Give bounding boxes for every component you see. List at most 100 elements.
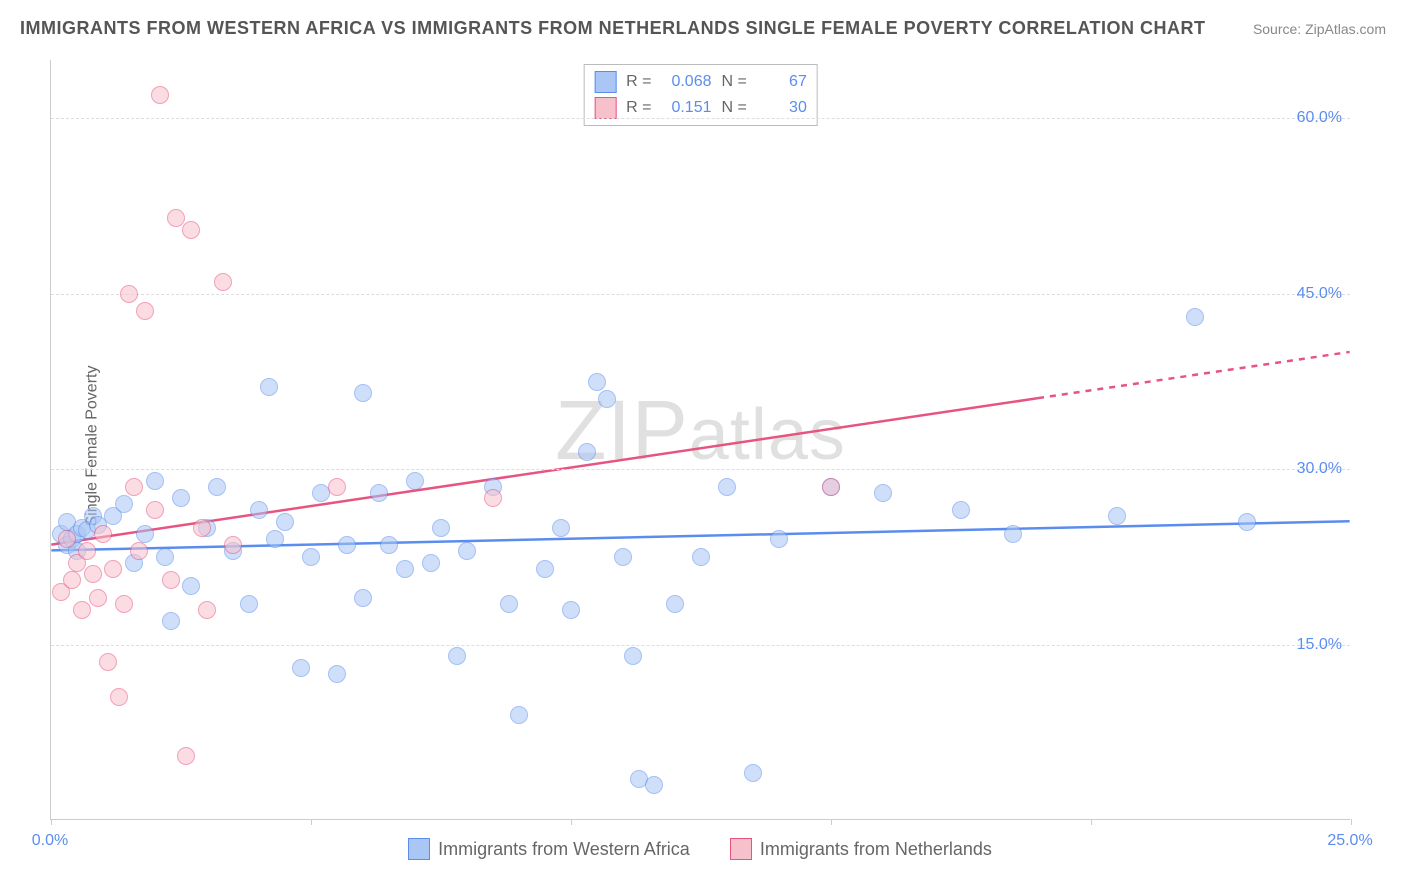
data-point bbox=[1108, 507, 1126, 525]
data-point bbox=[744, 764, 762, 782]
data-point bbox=[136, 302, 154, 320]
data-point bbox=[99, 653, 117, 671]
series-1-label: Immigrants from Western Africa bbox=[438, 839, 690, 860]
data-point bbox=[162, 571, 180, 589]
x-tick-mark bbox=[831, 819, 832, 825]
data-point bbox=[208, 478, 226, 496]
data-point bbox=[115, 595, 133, 613]
data-point bbox=[718, 478, 736, 496]
data-point bbox=[58, 530, 76, 548]
data-point bbox=[500, 595, 518, 613]
data-point bbox=[624, 647, 642, 665]
data-point bbox=[448, 647, 466, 665]
data-point bbox=[666, 595, 684, 613]
data-point bbox=[224, 536, 242, 554]
data-point bbox=[115, 495, 133, 513]
data-point bbox=[292, 659, 310, 677]
x-tick-mark bbox=[1351, 819, 1352, 825]
data-point bbox=[1186, 308, 1204, 326]
data-point bbox=[692, 548, 710, 566]
data-point bbox=[146, 501, 164, 519]
data-point bbox=[422, 554, 440, 572]
data-point bbox=[240, 595, 258, 613]
x-tick-mark bbox=[571, 819, 572, 825]
data-point bbox=[406, 472, 424, 490]
data-point bbox=[104, 560, 122, 578]
data-point bbox=[182, 577, 200, 595]
series-2-label: Immigrants from Netherlands bbox=[760, 839, 992, 860]
data-point bbox=[110, 688, 128, 706]
legend-item-series-1: Immigrants from Western Africa bbox=[408, 838, 690, 860]
legend-series: Immigrants from Western Africa Immigrant… bbox=[50, 838, 1350, 860]
n-value-2: 30 bbox=[757, 99, 807, 117]
data-point bbox=[562, 601, 580, 619]
data-point bbox=[354, 384, 372, 402]
y-tick-label: 30.0% bbox=[1297, 460, 1342, 478]
data-point bbox=[552, 519, 570, 537]
trend-lines bbox=[51, 60, 1350, 819]
data-point bbox=[125, 478, 143, 496]
gridline bbox=[51, 118, 1350, 119]
data-point bbox=[822, 478, 840, 496]
data-point bbox=[536, 560, 554, 578]
data-point bbox=[1238, 513, 1256, 531]
data-point bbox=[396, 560, 414, 578]
n-value-1: 67 bbox=[757, 73, 807, 91]
data-point bbox=[151, 86, 169, 104]
data-point bbox=[952, 501, 970, 519]
legend-row-series-1: R = 0.068 N = 67 bbox=[594, 69, 807, 95]
data-point bbox=[130, 542, 148, 560]
data-point bbox=[1004, 525, 1022, 543]
gridline bbox=[51, 645, 1350, 646]
x-tick-mark bbox=[1091, 819, 1092, 825]
legend-correlation: R = 0.068 N = 67 R = 0.151 N = 30 bbox=[583, 64, 818, 126]
data-point bbox=[193, 519, 211, 537]
data-point bbox=[874, 484, 892, 502]
x-tick-mark bbox=[51, 819, 52, 825]
data-point bbox=[156, 548, 174, 566]
data-point bbox=[182, 221, 200, 239]
data-point bbox=[354, 589, 372, 607]
data-point bbox=[588, 373, 606, 391]
data-point bbox=[84, 565, 102, 583]
swatch-series-2 bbox=[730, 838, 752, 860]
data-point bbox=[250, 501, 268, 519]
n-label: N = bbox=[722, 73, 747, 91]
data-point bbox=[645, 776, 663, 794]
gridline bbox=[51, 469, 1350, 470]
data-point bbox=[198, 601, 216, 619]
data-point bbox=[266, 530, 284, 548]
data-point bbox=[172, 489, 190, 507]
r-label: R = bbox=[626, 73, 651, 91]
data-point bbox=[136, 525, 154, 543]
plot-area: ZIPatlas R = 0.068 N = 67 R = 0.151 N = … bbox=[50, 60, 1350, 820]
data-point bbox=[167, 209, 185, 227]
x-tick-label: 0.0% bbox=[32, 832, 68, 850]
swatch-series-2 bbox=[594, 97, 616, 119]
data-point bbox=[380, 536, 398, 554]
x-tick-mark bbox=[311, 819, 312, 825]
swatch-series-1 bbox=[408, 838, 430, 860]
data-point bbox=[146, 472, 164, 490]
data-point bbox=[598, 390, 616, 408]
legend-item-series-2: Immigrants from Netherlands bbox=[730, 838, 992, 860]
data-point bbox=[302, 548, 320, 566]
data-point bbox=[370, 484, 388, 502]
gridline bbox=[51, 294, 1350, 295]
data-point bbox=[276, 513, 294, 531]
data-point bbox=[328, 665, 346, 683]
data-point bbox=[78, 542, 96, 560]
data-point bbox=[578, 443, 596, 461]
data-point bbox=[177, 747, 195, 765]
data-point bbox=[120, 285, 138, 303]
source-label: Source: ZipAtlas.com bbox=[1253, 21, 1386, 37]
y-tick-label: 60.0% bbox=[1297, 109, 1342, 127]
y-tick-label: 45.0% bbox=[1297, 285, 1342, 303]
legend-row-series-2: R = 0.151 N = 30 bbox=[594, 95, 807, 121]
data-point bbox=[510, 706, 528, 724]
data-point bbox=[89, 589, 107, 607]
data-point bbox=[214, 273, 232, 291]
r-label: R = bbox=[626, 99, 651, 117]
data-point bbox=[770, 530, 788, 548]
y-tick-label: 15.0% bbox=[1297, 636, 1342, 654]
